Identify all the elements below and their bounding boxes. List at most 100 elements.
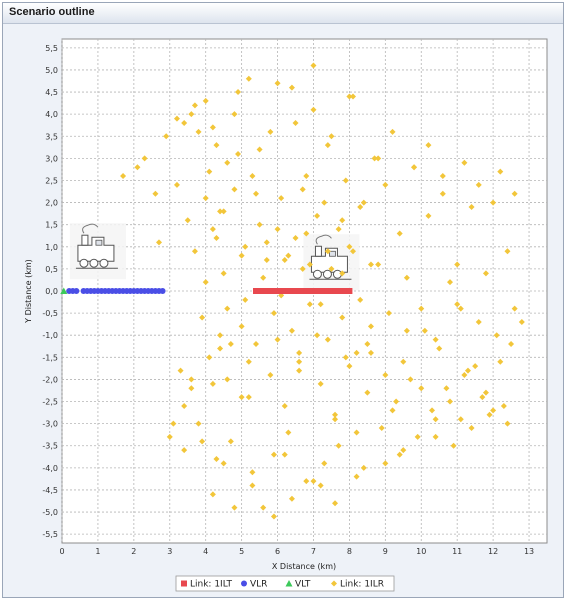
point-ilr bbox=[418, 305, 425, 312]
point-ilr bbox=[425, 142, 432, 149]
point-ilr bbox=[213, 234, 220, 241]
point-ilr bbox=[245, 75, 252, 82]
point-ilr bbox=[191, 248, 198, 255]
point-ilt bbox=[296, 288, 303, 294]
point-ilr bbox=[231, 111, 238, 118]
x-tick-label: 9 bbox=[383, 547, 388, 556]
point-ilt bbox=[274, 288, 281, 294]
point-ilr bbox=[177, 367, 184, 374]
point-ilt bbox=[263, 288, 270, 294]
point-ilr bbox=[511, 305, 518, 312]
point-ilr bbox=[209, 491, 216, 498]
point-ilr bbox=[249, 173, 256, 180]
point-ilr bbox=[220, 460, 227, 467]
point-ilr bbox=[120, 173, 127, 180]
point-ilr bbox=[353, 429, 360, 436]
point-ilt bbox=[321, 288, 328, 294]
point-ilr bbox=[389, 407, 396, 414]
point-ilr bbox=[378, 425, 385, 432]
point-ilr bbox=[432, 336, 439, 343]
point-ilr bbox=[457, 305, 464, 312]
point-ilr bbox=[288, 84, 295, 91]
y-tick-label: -1,5 bbox=[42, 353, 58, 362]
point-ilr bbox=[242, 243, 249, 250]
point-ilr bbox=[253, 190, 259, 197]
point-ilr bbox=[209, 226, 216, 233]
x-tick-label: 2 bbox=[131, 547, 136, 556]
point-ilr bbox=[490, 407, 497, 414]
point-ilr bbox=[346, 93, 353, 100]
point-ilr bbox=[217, 208, 224, 215]
point-ilr bbox=[256, 146, 263, 153]
point-ilr bbox=[324, 336, 331, 343]
point-ilr bbox=[367, 349, 374, 356]
point-ilr bbox=[209, 124, 216, 131]
point-ilt bbox=[267, 288, 274, 294]
point-ilr bbox=[163, 133, 170, 140]
point-ilr bbox=[235, 150, 242, 157]
point-ilr bbox=[195, 128, 202, 135]
legend-swatch-ilr bbox=[331, 580, 337, 587]
point-ilt bbox=[256, 288, 263, 294]
point-ilr bbox=[339, 217, 346, 224]
point-ilr bbox=[447, 398, 453, 405]
point-ilr bbox=[303, 230, 310, 237]
point-ilt bbox=[288, 288, 295, 294]
point-ilt bbox=[335, 288, 342, 294]
point-ilt bbox=[346, 288, 353, 294]
point-ilr bbox=[285, 252, 292, 259]
point-ilr bbox=[360, 464, 367, 471]
point-ilr bbox=[403, 274, 410, 281]
point-vlr bbox=[159, 288, 166, 294]
point-ilr bbox=[263, 239, 270, 246]
point-ilr bbox=[310, 62, 317, 69]
chart-legend: Link: 1ILT VLR VLT Link: 1ILR bbox=[175, 575, 395, 592]
point-ilr bbox=[511, 190, 518, 197]
point-ilr bbox=[357, 204, 364, 210]
point-ilt bbox=[278, 288, 285, 294]
point-ilr bbox=[457, 416, 464, 423]
point-ilr bbox=[292, 234, 299, 241]
point-ilr bbox=[263, 257, 270, 264]
legend-label: Link: 1ILR bbox=[340, 580, 384, 590]
train-icon-left bbox=[69, 223, 126, 280]
point-ilr bbox=[332, 416, 339, 423]
point-ilr bbox=[454, 301, 461, 308]
point-ilr bbox=[461, 159, 468, 166]
point-ilr bbox=[267, 128, 274, 135]
point-ilr bbox=[202, 97, 209, 104]
point-ilr bbox=[432, 433, 439, 440]
legend-swatch-vlt bbox=[285, 580, 293, 587]
point-ilr bbox=[220, 270, 227, 277]
y-tick-label: -3,0 bbox=[42, 420, 58, 429]
point-ilr bbox=[134, 164, 141, 171]
point-ilt bbox=[299, 288, 306, 294]
point-ilr bbox=[217, 345, 224, 352]
point-ilr bbox=[206, 354, 213, 361]
point-ilr bbox=[314, 212, 321, 219]
point-ilr bbox=[335, 226, 342, 233]
point-ilr bbox=[324, 142, 331, 149]
y-tick-label: -0,5 bbox=[42, 309, 58, 318]
point-ilr bbox=[281, 402, 288, 409]
y-tick-label: 0,5 bbox=[45, 265, 58, 274]
point-ilr bbox=[482, 270, 489, 277]
point-ilr bbox=[479, 394, 486, 401]
point-ilr bbox=[156, 239, 162, 246]
x-tick-label: 11 bbox=[452, 547, 462, 556]
point-ilr bbox=[224, 305, 231, 312]
point-ilr bbox=[407, 376, 414, 383]
point-ilr bbox=[199, 314, 206, 321]
point-ilr bbox=[432, 416, 439, 423]
point-ilr bbox=[443, 385, 450, 392]
point-ilr bbox=[321, 460, 328, 467]
point-ilr bbox=[367, 261, 374, 268]
point-ilr bbox=[274, 226, 281, 233]
point-ilt bbox=[285, 288, 292, 294]
y-tick-label: 4,5 bbox=[45, 88, 58, 97]
point-ilr bbox=[339, 270, 346, 277]
point-ilt bbox=[314, 288, 321, 294]
point-ilr bbox=[285, 429, 292, 436]
point-ilr bbox=[375, 155, 382, 162]
x-tick-label: 13 bbox=[524, 547, 534, 556]
